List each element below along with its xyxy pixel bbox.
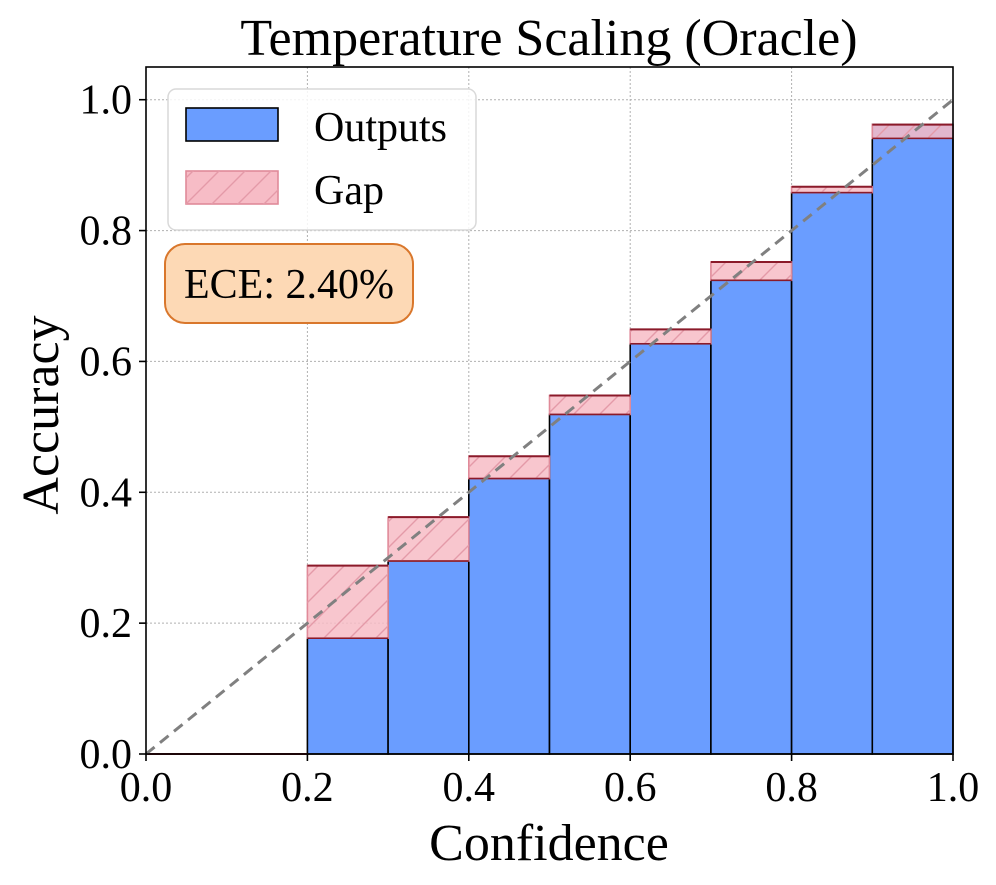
outputs-bar-6 [790, 191, 874, 755]
chart-title: Temperature Scaling (Oracle) [240, 10, 857, 67]
ece-annotation-box [164, 243, 414, 324]
x-tick-label-2: 0.4 [443, 765, 496, 811]
x-tick-label-3: 0.6 [604, 765, 657, 811]
gap-hatch-7 [872, 124, 953, 139]
y-tick-label-4: 0.8 [80, 209, 133, 255]
x-tick-label-0: 0.0 [120, 765, 173, 811]
gap-hatch-2 [468, 456, 550, 479]
x-tick-label-4: 0.8 [765, 765, 818, 811]
outputs-bars [306, 123, 954, 755]
outputs-bar-1 [387, 560, 470, 755]
y-tick-label-3: 0.6 [80, 339, 133, 385]
plot-frame [145, 66, 954, 755]
gap-hatch-6 [791, 186, 873, 193]
y-tick-label-5: 1.0 [80, 78, 133, 124]
gap-hatch-5 [710, 261, 792, 281]
gap-hatch-3 [549, 395, 631, 415]
outputs-bar-5 [710, 279, 793, 755]
x-tick-label-5: 1.0 [927, 765, 980, 811]
outputs-bar-0 [306, 637, 389, 755]
outputs-bar-3 [548, 413, 631, 755]
y-axis-label: Accuracy [13, 315, 70, 514]
legend-label-outputs: Outputs [314, 105, 447, 151]
legend-swatch-gap-hatch [186, 171, 278, 204]
y-tick-label-2: 0.4 [80, 470, 133, 516]
gap-hatch-0 [307, 565, 389, 639]
outputs-bar-2 [467, 477, 551, 755]
ece-annotation: ECE: 2.40% [164, 243, 414, 324]
legend: Outputs Gap [167, 88, 477, 231]
y-tick-label-0: 0.0 [80, 732, 133, 778]
y-tick-label-1: 0.2 [80, 601, 133, 647]
ece-annotation-text: ECE: 2.40% [184, 262, 394, 308]
x-axis-label: Confidence [429, 815, 669, 872]
y-axis-ticks: 0.0 0.2 0.4 0.6 0.8 1.0 [80, 78, 146, 778]
legend-label-gap: Gap [314, 168, 384, 214]
legend-swatch-outputs [185, 107, 279, 142]
perfect-calibration-line [145, 98, 954, 756]
x-axis-ticks: 0.0 0.2 0.4 0.6 0.8 1.0 [120, 754, 980, 811]
x-tick-label-1: 0.2 [281, 765, 334, 811]
outputs-bar-7 [871, 123, 954, 755]
outputs-bar-4 [629, 342, 712, 755]
gap-hatch-4 [630, 329, 711, 344]
